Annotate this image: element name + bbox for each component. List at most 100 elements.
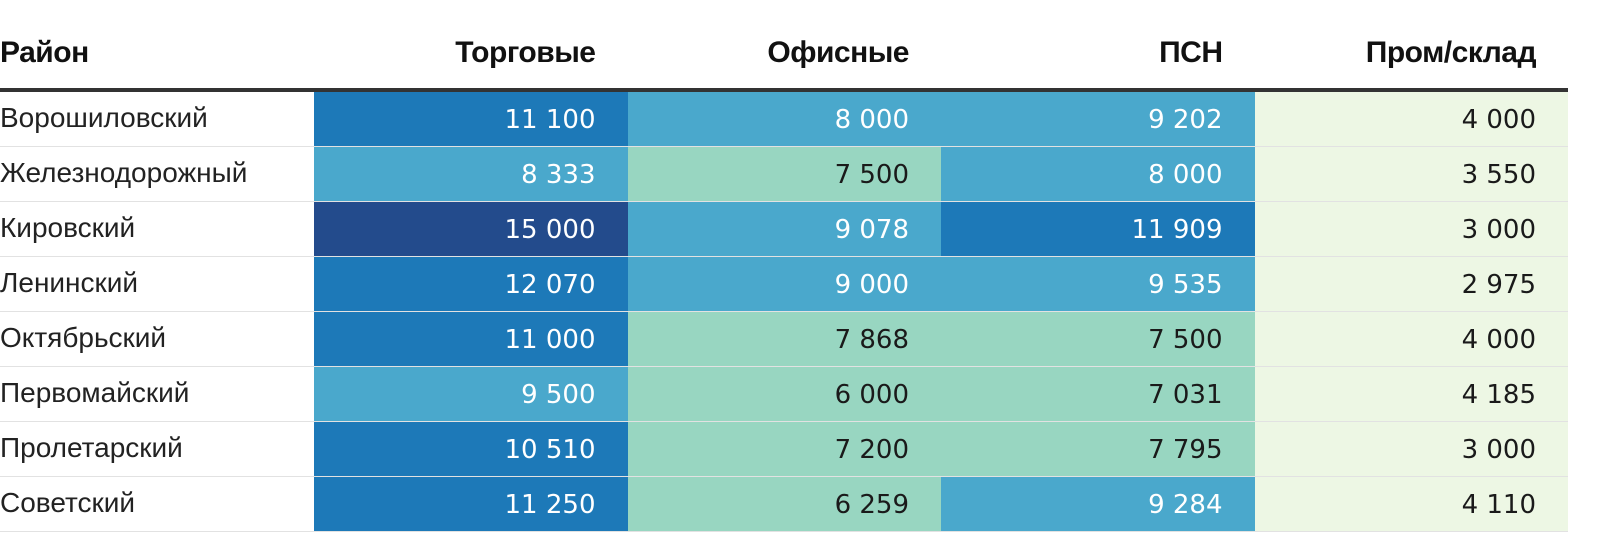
cell-value: 11 100 bbox=[504, 105, 596, 135]
table-row: Пролетарский 10 510 7 200 7 795 3 000 bbox=[0, 421, 1568, 477]
heatmap-cell-office: 8 000 bbox=[627, 90, 941, 147]
column-header-district: Район bbox=[0, 0, 314, 92]
cell-value: 7 500 bbox=[1148, 325, 1223, 355]
column-header-industrial: Пром/склад bbox=[1254, 0, 1568, 92]
heatmap-cell-retail: 11 250 bbox=[314, 476, 628, 532]
heatmap-cell-psn: 7 500 bbox=[941, 311, 1255, 367]
heatmap-cell-retail: 11 100 bbox=[314, 90, 628, 147]
cell-value: 6 259 bbox=[834, 490, 909, 520]
table-body: Ворошиловский 11 100 8 000 9 202 4 000 Железн… bbox=[0, 90, 1568, 532]
cell-value: 4 185 bbox=[1461, 380, 1536, 410]
heatmap-cell-retail: 8 333 bbox=[314, 146, 628, 202]
cell-value: 7 200 bbox=[834, 435, 909, 465]
district-name-cell: Первомайский bbox=[0, 366, 314, 422]
heatmap-cell-retail: 11 000 bbox=[314, 311, 628, 367]
heatmap-cell-psn: 9 202 bbox=[941, 90, 1255, 147]
heatmap-cell-psn: 7 031 bbox=[941, 366, 1255, 422]
district-name-cell: Кировский bbox=[0, 201, 314, 257]
table-row: Ленинский 12 070 9 000 9 535 2 975 bbox=[0, 256, 1568, 312]
column-header-label: Торговые bbox=[455, 36, 596, 69]
cell-value: 7 500 bbox=[834, 160, 909, 190]
cell-value: 2 975 bbox=[1461, 270, 1536, 300]
cell-value: 7 868 bbox=[834, 325, 909, 355]
district-name: Пролетарский bbox=[0, 431, 183, 463]
district-name-cell: Октябрьский bbox=[0, 311, 314, 367]
cell-value: 15 000 bbox=[504, 215, 596, 245]
cell-value: 3 000 bbox=[1461, 215, 1536, 245]
heatmap-cell-office: 6 000 bbox=[627, 366, 941, 422]
table-row: Советский 11 250 6 259 9 284 4 110 bbox=[0, 476, 1568, 532]
table-header: Район Торговые Офисные ПСН Пром/склад bbox=[0, 0, 1568, 92]
district-name-cell: Железнодорожный bbox=[0, 146, 314, 202]
district-name: Ленинский bbox=[0, 266, 139, 298]
heatmap-cell-office: 7 868 bbox=[627, 311, 941, 367]
cell-value: 9 500 bbox=[521, 380, 596, 410]
heatmap-cell-psn: 8 000 bbox=[941, 146, 1255, 202]
cell-value: 12 070 bbox=[504, 270, 596, 300]
column-header-psn: ПСН bbox=[941, 0, 1255, 92]
column-header-retail: Торговые bbox=[314, 0, 628, 92]
column-header-label: Район bbox=[0, 36, 89, 69]
column-header-label: ПСН bbox=[1159, 36, 1223, 69]
heatmap-cell-office: 9 078 bbox=[627, 201, 941, 257]
table-row: Кировский 15 000 9 078 11 909 3 000 bbox=[0, 201, 1568, 257]
heatmap-cell-psn: 11 909 bbox=[941, 201, 1255, 257]
heatmap-cell-industrial: 3 000 bbox=[1254, 201, 1568, 257]
cell-value: 7 795 bbox=[1148, 435, 1223, 465]
heatmap-cell-psn: 7 795 bbox=[941, 421, 1255, 477]
table-row: Октябрьский 11 000 7 868 7 500 4 000 bbox=[0, 311, 1568, 367]
district-name: Советский bbox=[0, 486, 136, 518]
district-name: Ворошиловский bbox=[0, 101, 208, 133]
cell-value: 9 284 bbox=[1148, 490, 1223, 520]
district-name: Октябрьский bbox=[0, 321, 167, 353]
cell-value: 10 510 bbox=[504, 435, 596, 465]
cell-value: 8 333 bbox=[521, 160, 596, 190]
heatmap-cell-industrial: 4 110 bbox=[1254, 476, 1568, 532]
heatmap-cell-industrial: 4 185 bbox=[1254, 366, 1568, 422]
cell-value: 11 909 bbox=[1131, 215, 1223, 245]
heatmap-cell-industrial: 2 975 bbox=[1254, 256, 1568, 312]
column-header-label: Пром/склад bbox=[1365, 36, 1537, 69]
cell-value: 11 000 bbox=[504, 325, 596, 355]
district-name-cell: Ворошиловский bbox=[0, 90, 314, 147]
heatmap-cell-retail: 15 000 bbox=[314, 201, 628, 257]
cell-value: 7 031 bbox=[1148, 380, 1223, 410]
district-name-cell: Советский bbox=[0, 476, 314, 532]
cell-value: 3 000 bbox=[1461, 435, 1536, 465]
table-row: Первомайский 9 500 6 000 7 031 4 185 bbox=[0, 366, 1568, 422]
heatmap-cell-office: 7 200 bbox=[627, 421, 941, 477]
cell-value: 4 110 bbox=[1461, 490, 1536, 520]
column-header-label: Офисные bbox=[767, 36, 909, 69]
heatmap-table-container: Район Торговые Офисные ПСН Пром/склад Во… bbox=[0, 0, 1568, 532]
cell-value: 8 000 bbox=[1148, 160, 1223, 190]
cell-value: 8 000 bbox=[834, 105, 909, 135]
cell-value: 9 202 bbox=[1148, 105, 1223, 135]
cell-value: 9 535 bbox=[1148, 270, 1223, 300]
table-row: Железнодорожный 8 333 7 500 8 000 3 550 bbox=[0, 146, 1568, 202]
cell-value: 9 000 bbox=[834, 270, 909, 300]
district-name-cell: Пролетарский bbox=[0, 421, 314, 477]
heatmap-cell-office: 6 259 bbox=[627, 476, 941, 532]
heatmap-cell-industrial: 4 000 bbox=[1254, 311, 1568, 367]
heatmap-cell-industrial: 3 550 bbox=[1254, 146, 1568, 202]
header-row: Район Торговые Офисные ПСН Пром/склад bbox=[0, 0, 1568, 92]
heatmap-cell-retail: 12 070 bbox=[314, 256, 628, 312]
cell-value: 11 250 bbox=[504, 490, 596, 520]
column-header-office: Офисные bbox=[627, 0, 941, 92]
heatmap-table: Район Торговые Офисные ПСН Пром/склад Во… bbox=[0, 0, 1568, 532]
district-name: Первомайский bbox=[0, 376, 190, 408]
district-name-cell: Ленинский bbox=[0, 256, 314, 312]
heatmap-cell-office: 7 500 bbox=[627, 146, 941, 202]
heatmap-cell-retail: 9 500 bbox=[314, 366, 628, 422]
table-row: Ворошиловский 11 100 8 000 9 202 4 000 bbox=[0, 90, 1568, 147]
heatmap-cell-industrial: 4 000 bbox=[1254, 90, 1568, 147]
heatmap-cell-psn: 9 284 bbox=[941, 476, 1255, 532]
cell-value: 3 550 bbox=[1461, 160, 1536, 190]
heatmap-cell-retail: 10 510 bbox=[314, 421, 628, 477]
cell-value: 6 000 bbox=[834, 380, 909, 410]
heatmap-cell-psn: 9 535 bbox=[941, 256, 1255, 312]
cell-value: 4 000 bbox=[1461, 325, 1536, 355]
heatmap-cell-office: 9 000 bbox=[627, 256, 941, 312]
district-name: Железнодорожный bbox=[0, 156, 248, 188]
cell-value: 4 000 bbox=[1461, 105, 1536, 135]
